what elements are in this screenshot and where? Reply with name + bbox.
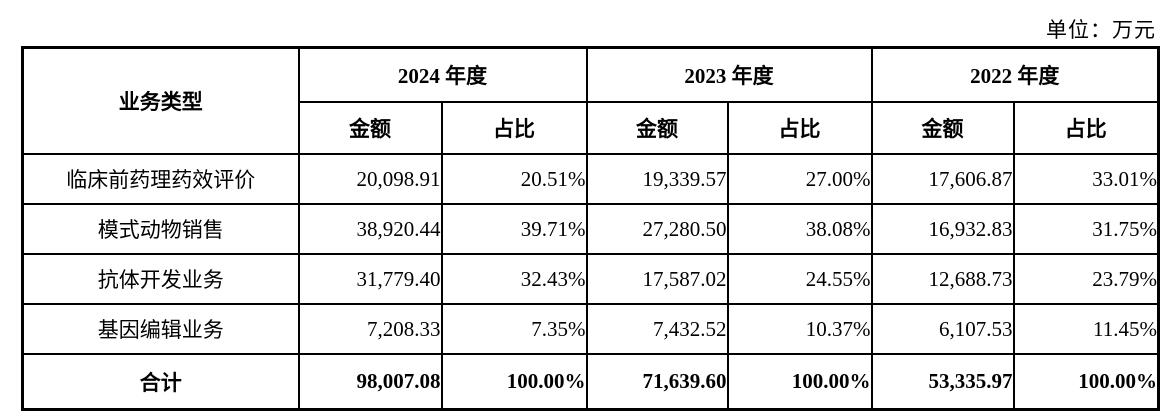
- cell-ratio-2023: 38.08%: [726, 203, 873, 255]
- row-label: 抗体开发业务: [21, 253, 300, 305]
- header-ratio-2024: 占比: [440, 101, 588, 155]
- cell-amount-2023: 17,587.02: [585, 253, 729, 305]
- table-row-total: 合计 98,007.08 100.00% 71,639.60 100.00% 5…: [21, 353, 1160, 411]
- table-row-antibody-development: 抗体开发业务 31,779.40 32.43% 17,587.02 24.55%…: [21, 253, 1160, 305]
- cell-ratio-2023: 10.37%: [726, 303, 873, 355]
- header-row-subcolumns: 金额 占比 金额 占比 金额 占比: [23, 101, 1160, 155]
- cell-ratio-2022: 23.79%: [1012, 253, 1160, 305]
- header-ratio-2023: 占比: [726, 101, 873, 155]
- total-amount-2024: 98,007.08: [297, 353, 443, 411]
- cell-ratio-2022: 33.01%: [1012, 153, 1160, 205]
- cell-ratio-2024: 39.71%: [440, 203, 588, 255]
- header-year-2023: 2023 年度: [585, 46, 873, 103]
- cell-amount-2022: 6,107.53: [870, 303, 1015, 355]
- cell-amount-2023: 27,280.50: [585, 203, 729, 255]
- cell-amount-2022: 17,606.87: [870, 153, 1015, 205]
- header-business-type: 业务类型: [21, 46, 300, 155]
- header-year-2022: 2022 年度: [870, 46, 1160, 103]
- total-amount-2023: 71,639.60: [585, 353, 729, 411]
- cell-amount-2022: 12,688.73: [870, 253, 1015, 305]
- header-year-2024: 2024 年度: [297, 46, 588, 103]
- header-amount-2022: 金额: [870, 101, 1015, 155]
- unit-label: 单位：万元: [1046, 18, 1156, 42]
- cell-amount-2022: 16,932.83: [870, 203, 1015, 255]
- cell-amount-2024: 31,779.40: [297, 253, 443, 305]
- total-ratio-2023: 100.00%: [726, 353, 873, 411]
- total-ratio-2024: 100.00%: [440, 353, 588, 411]
- cell-ratio-2023: 24.55%: [726, 253, 873, 305]
- revenue-by-business-table: 业务类型 2024 年度 2023 年度 2022 年度 金额 占比 金额 占比…: [21, 46, 1160, 411]
- cell-amount-2024: 20,098.91: [297, 153, 443, 205]
- cell-amount-2024: 7,208.33: [297, 303, 443, 355]
- row-label: 基因编辑业务: [21, 303, 300, 355]
- header-row-years: 业务类型 2024 年度 2023 年度 2022 年度: [21, 46, 1160, 155]
- cell-ratio-2022: 11.45%: [1012, 303, 1160, 355]
- total-label: 合计: [21, 353, 300, 411]
- table-row-animal-model-sales: 模式动物销售 38,920.44 39.71% 27,280.50 38.08%…: [21, 203, 1160, 255]
- cell-ratio-2024: 20.51%: [440, 153, 588, 205]
- header-amount-2024: 金额: [297, 101, 443, 155]
- cell-ratio-2024: 7.35%: [440, 303, 588, 355]
- total-ratio-2022: 100.00%: [1012, 353, 1160, 411]
- table-row-gene-editing: 基因编辑业务 7,208.33 7.35% 7,432.52 10.37% 6,…: [21, 303, 1160, 355]
- header-amount-2023: 金额: [585, 101, 729, 155]
- cell-ratio-2022: 31.75%: [1012, 203, 1160, 255]
- row-label: 模式动物销售: [21, 203, 300, 255]
- cell-amount-2023: 19,339.57: [585, 153, 729, 205]
- header-ratio-2022: 占比: [1012, 101, 1160, 155]
- cell-ratio-2024: 32.43%: [440, 253, 588, 305]
- cell-amount-2024: 38,920.44: [297, 203, 443, 255]
- table-row-preclinical: 临床前药理药效评价 20,098.91 20.51% 19,339.57 27.…: [21, 153, 1160, 205]
- cell-amount-2023: 7,432.52: [585, 303, 729, 355]
- row-label: 临床前药理药效评价: [21, 153, 300, 205]
- cell-ratio-2023: 27.00%: [726, 153, 873, 205]
- total-amount-2022: 53,335.97: [870, 353, 1015, 411]
